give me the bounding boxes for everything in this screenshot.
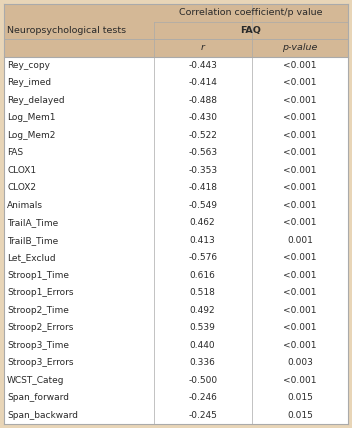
Text: 0.015: 0.015 xyxy=(287,411,313,420)
Text: -0.418: -0.418 xyxy=(188,183,217,192)
Text: -0.245: -0.245 xyxy=(188,411,217,420)
Text: 0.336: 0.336 xyxy=(190,358,215,367)
Text: 0.462: 0.462 xyxy=(190,218,215,227)
Text: Log_Mem2: Log_Mem2 xyxy=(7,131,55,140)
Text: TrailA_Time: TrailA_Time xyxy=(7,218,58,227)
Text: <0.001: <0.001 xyxy=(283,218,316,227)
Text: 0.616: 0.616 xyxy=(190,271,215,280)
Text: <0.001: <0.001 xyxy=(283,253,316,262)
Text: Correlation coefficient/p value: Correlation coefficient/p value xyxy=(179,8,322,17)
Text: -0.576: -0.576 xyxy=(188,253,217,262)
Text: Stroop3_Time: Stroop3_Time xyxy=(7,341,69,350)
Text: WCST_Categ: WCST_Categ xyxy=(7,376,64,385)
Text: -0.522: -0.522 xyxy=(188,131,217,140)
Text: p-value: p-value xyxy=(282,43,318,52)
Text: Rey_copy: Rey_copy xyxy=(7,61,50,70)
Text: <0.001: <0.001 xyxy=(283,341,316,350)
Text: <0.001: <0.001 xyxy=(283,323,316,332)
Text: Stroop2_Errors: Stroop2_Errors xyxy=(7,323,73,332)
Text: Rey_delayed: Rey_delayed xyxy=(7,96,65,105)
Text: <0.001: <0.001 xyxy=(283,271,316,280)
Text: Stroop1_Time: Stroop1_Time xyxy=(7,271,69,280)
Text: Span_backward: Span_backward xyxy=(7,411,78,420)
Text: Neuropsychological tests: Neuropsychological tests xyxy=(7,26,126,35)
Text: 0.492: 0.492 xyxy=(190,306,215,315)
Text: <0.001: <0.001 xyxy=(283,306,316,315)
Text: CLOX2: CLOX2 xyxy=(7,183,36,192)
Text: Stroop3_Errors: Stroop3_Errors xyxy=(7,358,74,367)
Text: -0.488: -0.488 xyxy=(188,96,217,105)
Text: <0.001: <0.001 xyxy=(283,288,316,297)
Text: -0.549: -0.549 xyxy=(188,201,217,210)
Text: FAS: FAS xyxy=(7,148,23,157)
Text: Rey_imed: Rey_imed xyxy=(7,78,51,87)
Text: -0.430: -0.430 xyxy=(188,113,217,122)
Text: 0.003: 0.003 xyxy=(287,358,313,367)
Text: Stroop2_Time: Stroop2_Time xyxy=(7,306,69,315)
Text: Stroop1_Errors: Stroop1_Errors xyxy=(7,288,74,297)
Text: -0.443: -0.443 xyxy=(188,61,217,70)
Text: FAQ: FAQ xyxy=(240,26,261,35)
Text: <0.001: <0.001 xyxy=(283,113,316,122)
Text: <0.001: <0.001 xyxy=(283,376,316,385)
Text: <0.001: <0.001 xyxy=(283,61,316,70)
Text: -0.500: -0.500 xyxy=(188,376,217,385)
Text: <0.001: <0.001 xyxy=(283,148,316,157)
Bar xyxy=(4,4,348,56)
Text: Log_Mem1: Log_Mem1 xyxy=(7,113,56,122)
Text: <0.001: <0.001 xyxy=(283,183,316,192)
Text: 0.015: 0.015 xyxy=(287,393,313,402)
Text: CLOX1: CLOX1 xyxy=(7,166,36,175)
Text: 0.440: 0.440 xyxy=(190,341,215,350)
Text: 0.413: 0.413 xyxy=(190,236,215,245)
Text: -0.246: -0.246 xyxy=(188,393,217,402)
Bar xyxy=(4,56,348,424)
Text: -0.353: -0.353 xyxy=(188,166,217,175)
Text: 0.001: 0.001 xyxy=(287,236,313,245)
Text: Let_Exclud: Let_Exclud xyxy=(7,253,56,262)
Text: <0.001: <0.001 xyxy=(283,131,316,140)
Text: Span_forward: Span_forward xyxy=(7,393,69,402)
Text: Animals: Animals xyxy=(7,201,43,210)
Text: 0.518: 0.518 xyxy=(190,288,215,297)
Text: 0.539: 0.539 xyxy=(190,323,215,332)
Text: <0.001: <0.001 xyxy=(283,78,316,87)
Text: -0.563: -0.563 xyxy=(188,148,217,157)
Text: <0.001: <0.001 xyxy=(283,96,316,105)
Text: -0.414: -0.414 xyxy=(188,78,217,87)
Text: <0.001: <0.001 xyxy=(283,166,316,175)
Text: r: r xyxy=(201,43,205,52)
Text: <0.001: <0.001 xyxy=(283,201,316,210)
Text: TrailB_Time: TrailB_Time xyxy=(7,236,58,245)
